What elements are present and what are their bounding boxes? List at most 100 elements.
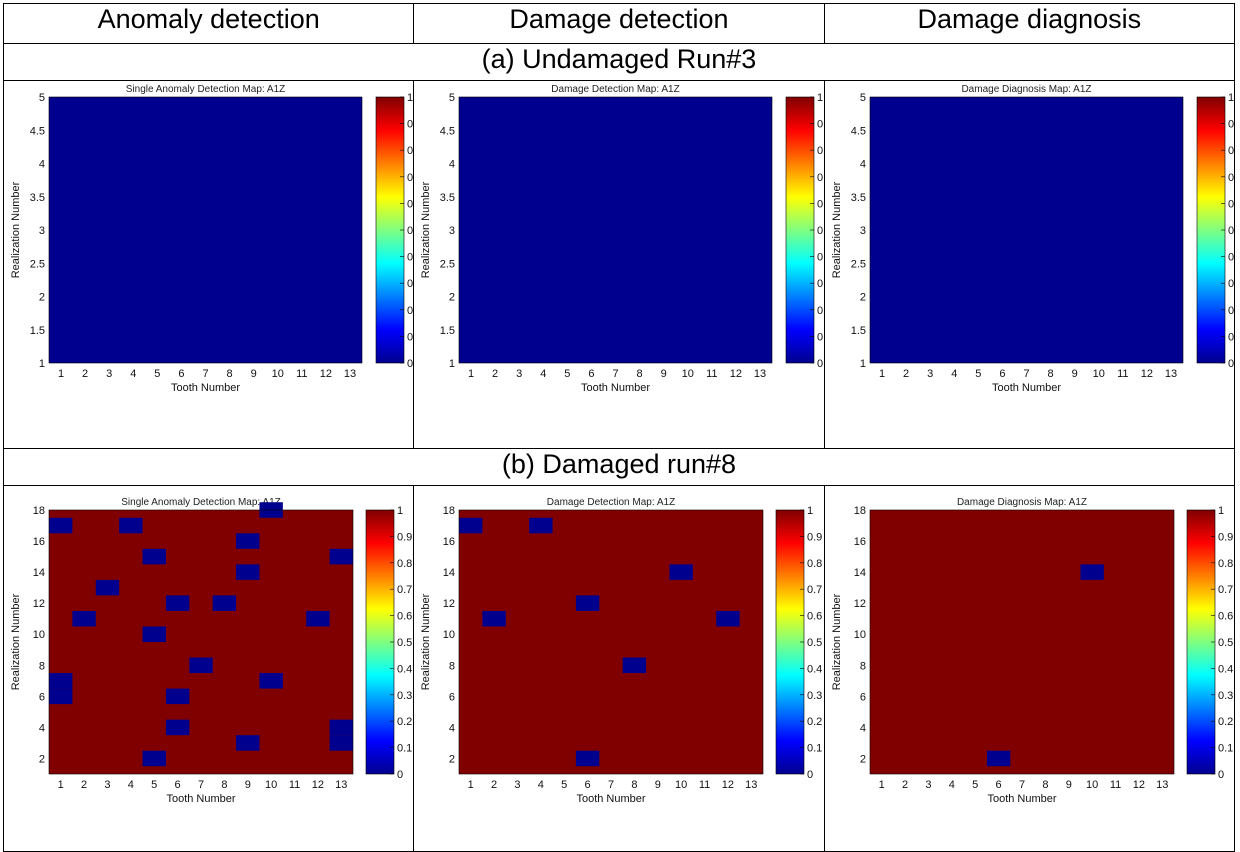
colorbar-tick-label: 0.1 [1228, 331, 1235, 343]
y-tick-label: 1 [860, 358, 866, 370]
heatmap-cell [329, 548, 353, 565]
plot-background [49, 97, 362, 363]
colorbar-tick-label: 0.5 [807, 637, 822, 649]
colorbar-tick-label: 0 [1228, 358, 1234, 370]
y-tick-label: 5 [449, 92, 455, 104]
x-tick-label: 6 [995, 779, 1001, 791]
plot-background [459, 97, 773, 363]
row-label-damaged: (b) Damaged run#8 [3, 448, 1235, 486]
y-tick-label: 1 [449, 358, 455, 370]
x-tick-label: 1 [878, 779, 884, 791]
x-tick-label: 3 [515, 779, 521, 791]
x-tick-label: 10 [265, 779, 277, 791]
colorbar-tick-label: 0.2 [807, 716, 822, 728]
x-tick-label: 5 [972, 779, 978, 791]
heatmap-cell [165, 688, 190, 705]
colorbar-tick-label: 0 [407, 358, 413, 370]
colorbar-tick-label: 0.7 [1228, 172, 1235, 184]
heatmap-cell [119, 517, 143, 534]
plot-cell-a3: Damage Diagnosis Map: A1Z 1 2 3 4 5 6 7 8 9 10 11 12… [823, 80, 1236, 449]
plot-background [869, 510, 1174, 774]
x-tick-label: 11 [1117, 368, 1128, 380]
y-axis-label: Realization Number [831, 181, 843, 278]
x-tick-label: 13 [335, 779, 347, 791]
y-tick-label: 10 [443, 629, 455, 641]
colorbar-tick-label: 0.9 [397, 531, 412, 543]
heatmap-cell [716, 610, 740, 627]
y-tick-label: 3 [449, 225, 455, 237]
colorbar-tick-label: 0.1 [817, 331, 824, 343]
y-tick-label: 2.5 [850, 258, 865, 270]
x-tick-label: 11 [289, 779, 300, 791]
column-header-damage-diagnosis: Damage diagnosis [823, 3, 1236, 44]
colorbar-tick-label: 0.7 [807, 584, 822, 596]
plot-cell-b1: Single Anomaly Detection Map: A1Z 1 2 3 4 5 6 7… [2, 485, 415, 852]
colorbar-tick-label: 0.3 [817, 278, 824, 290]
heatmap-cell [165, 719, 190, 736]
x-axis-label: Tooth Number [987, 793, 1056, 805]
colorbar-tick-label: 0.2 [407, 305, 414, 317]
colorbar-tick-label: 0.5 [407, 225, 414, 237]
heatmap-cell [329, 735, 353, 751]
heatmap-cell [142, 626, 166, 642]
y-tick-label: 14 [853, 567, 865, 579]
colorbar-tick-label: 0.8 [407, 145, 414, 157]
x-tick-label: 9 [661, 368, 667, 380]
x-tick-label: 3 [106, 368, 112, 380]
x-tick-label: 6 [175, 779, 181, 791]
y-tick-label: 4 [39, 159, 45, 171]
x-tick-label: 8 [1042, 779, 1048, 791]
x-tick-label: 1 [468, 368, 474, 380]
y-tick-label: 1.5 [440, 325, 455, 337]
colorbar-tick-label: 1 [807, 505, 813, 517]
plot-background [459, 510, 764, 774]
colorbar-tick-label: 0.6 [397, 611, 412, 623]
colorbar-tick-label: 1 [817, 92, 823, 104]
colorbar [1196, 96, 1225, 364]
colorbar [1186, 509, 1215, 775]
heatmap-cell [576, 595, 600, 611]
heatmap-cell [95, 579, 120, 596]
colorbar-tick-label: 0.2 [1218, 716, 1233, 728]
y-tick-label: 6 [449, 691, 455, 703]
chart-title: Damage Detection Map: A1Z [552, 84, 680, 95]
x-tick-label: 8 [227, 368, 233, 380]
plot-frame [869, 509, 1174, 775]
y-tick-label: 16 [443, 536, 455, 548]
colorbar-tick-label: 0.5 [817, 225, 824, 237]
y-tick-label: 18 [33, 505, 45, 517]
x-tick-label: 7 [1023, 368, 1029, 380]
x-tick-label: 5 [565, 368, 571, 380]
y-tick-label: 10 [33, 629, 45, 641]
x-tick-label: 1 [58, 779, 64, 791]
x-tick-label: 8 [1047, 368, 1053, 380]
colorbar-tick-label: 0.7 [397, 584, 412, 596]
colorbar-tick-label: 0 [397, 769, 403, 781]
colorbar-tick-label: 0.1 [807, 743, 822, 755]
y-tick-label: 16 [33, 536, 45, 548]
y-tick-label: 3.5 [850, 192, 865, 204]
y-tick-label: 10 [853, 629, 865, 641]
y-tick-label: 6 [39, 691, 45, 703]
x-tick-label: 12 [1132, 779, 1144, 791]
figure-table: Anomaly detection Damage detection Damag… [2, 3, 1236, 852]
colorbar-tick-label: 0.3 [807, 690, 822, 702]
colorbar-tick-label: 0.8 [397, 558, 412, 570]
colorbar-tick-label: 0.7 [817, 172, 824, 184]
heatmap-cell [189, 657, 213, 674]
y-tick-label: 4.5 [30, 125, 45, 137]
colorbar-tick-label: 0.9 [1228, 119, 1235, 131]
colorbar-tick-label: 0.1 [407, 331, 414, 343]
y-tick-label: 8 [39, 660, 45, 672]
x-tick-label: 11 [699, 779, 710, 791]
x-tick-label: 6 [999, 368, 1005, 380]
y-tick-label: 4 [449, 159, 455, 171]
colorbar-tick-label: 0.2 [1228, 305, 1235, 317]
x-tick-label: 9 [655, 779, 661, 791]
plot-frame [869, 96, 1183, 364]
y-axis-label: Realization Number [10, 181, 22, 278]
x-tick-label: 3 [925, 779, 931, 791]
y-tick-label: 16 [853, 536, 865, 548]
